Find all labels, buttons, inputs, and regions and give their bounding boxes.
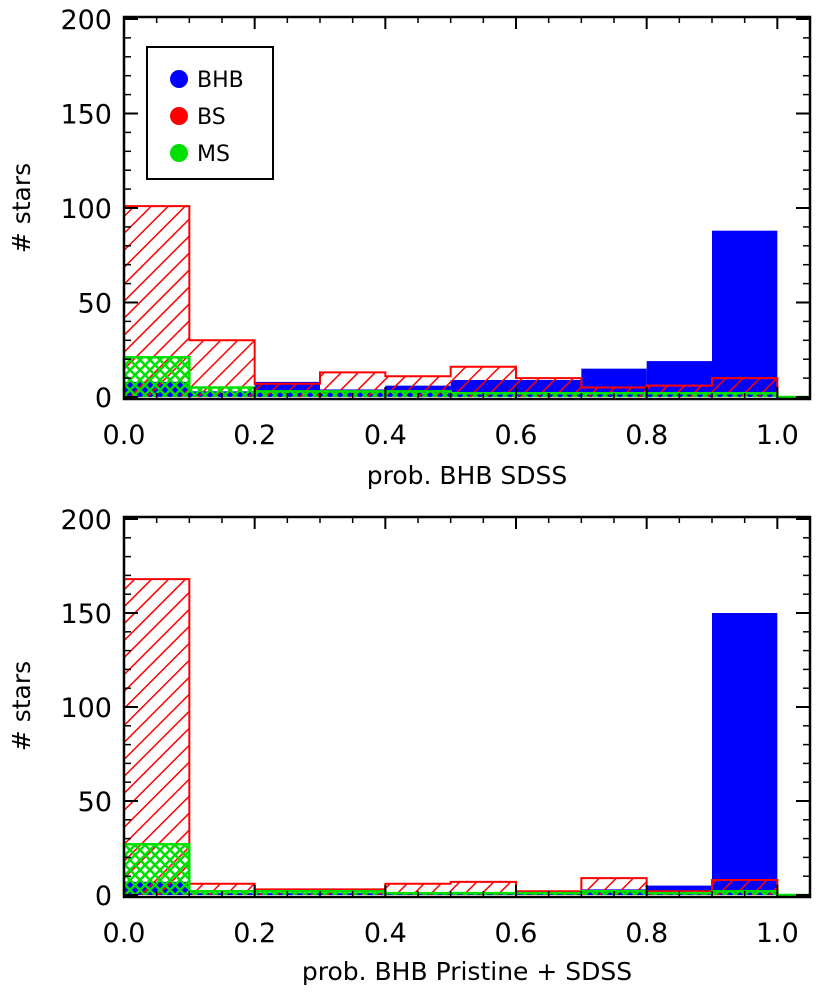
x-tick-label-bottom-3: 0.6 [495, 918, 538, 949]
legend-marker-ms [170, 144, 188, 162]
y-tick-label-top-4: 200 [60, 5, 112, 36]
y-tick-label-top-0: 0 [95, 383, 112, 414]
bar-bs-fill-bottom-1 [189, 883, 255, 895]
bar-ms-fill-top-1 [189, 387, 255, 397]
bars-bottom [122, 578, 809, 897]
y-tick-label-bottom-0: 0 [95, 881, 112, 912]
legend-label-bhb: BHB [197, 68, 244, 93]
x-axis-label-top: prob. BHB SDSS [367, 461, 568, 490]
x-tick-label-bottom-1: 0.2 [233, 918, 276, 949]
legend: BHB BS MS [146, 46, 274, 180]
y-axis-label-bottom: # stars [7, 661, 36, 751]
bar-bhb-bottom-9 [712, 613, 778, 895]
outline-bs-bottom [123, 578, 809, 896]
x-tick-label-top-2: 0.4 [364, 420, 407, 451]
x-tick-label-bottom-4: 0.8 [625, 918, 668, 949]
y-tick-label-top-3: 150 [60, 100, 112, 131]
x-tick-label-top-3: 0.6 [495, 420, 538, 451]
x-tick-label-bottom-0: 0.0 [103, 918, 146, 949]
x-tick-label-top-4: 0.8 [625, 420, 668, 451]
legend-box [146, 46, 274, 180]
legend-marker-bs [170, 107, 188, 125]
bar-bs-fill-bottom-4 [385, 883, 451, 895]
axis-ticks-bottom: 0.0 0.2 0.4 0.6 0.8 1.0 0 50 100 150 200 [60, 505, 810, 949]
plot-frame-bottom [122, 515, 812, 899]
legend-label-ms: MS [197, 142, 230, 167]
bar-bs-fill-bottom-5 [450, 881, 516, 895]
legend-label-bs: BS [197, 105, 226, 130]
bar-ms-fill-top-0 [124, 357, 190, 397]
bar-ms-fill-bottom-0 [124, 844, 190, 895]
bar-bs-overlay-top-8 [646, 385, 712, 397]
bar-bhb-top-9 [712, 230, 778, 397]
y-tick-label-bottom-3: 150 [60, 599, 112, 630]
y-tick-label-top-1: 50 [78, 289, 112, 320]
y-axis-label-top: # stars [7, 163, 36, 253]
panel-bottom: 0.0 0.2 0.4 0.6 0.8 1.0 0 50 100 150 200 # stars p… [7, 505, 812, 986]
y-tick-label-bottom-1: 50 [78, 787, 112, 818]
outline-bs-top [123, 205, 809, 398]
bar-bs-fill-bottom-0 [124, 579, 190, 895]
panel-top: 0.0 0.2 0.4 0.6 0.8 1.0 0 50 100 150 200 # stars p… [7, 5, 812, 490]
y-tick-label-bottom-4: 200 [60, 505, 112, 536]
x-tick-label-top-0: 0.0 [103, 420, 146, 451]
bars-top [122, 205, 809, 399]
x-tick-label-bottom-5: 1.0 [756, 918, 799, 949]
y-tick-label-bottom-2: 100 [60, 693, 112, 724]
x-axis-label-bottom: prob. BHB Pristine + SDSS [302, 957, 632, 986]
y-tick-label-top-2: 100 [60, 194, 112, 225]
x-tick-label-top-1: 0.2 [233, 420, 276, 451]
x-tick-label-bottom-2: 0.4 [364, 918, 407, 949]
axis-ticks-top: 0.0 0.2 0.4 0.6 0.8 1.0 0 50 100 150 200 [60, 5, 810, 451]
outline-ms-top [122, 356, 809, 399]
x-tick-label-top-5: 1.0 [756, 420, 799, 451]
legend-marker-bhb [170, 70, 188, 88]
